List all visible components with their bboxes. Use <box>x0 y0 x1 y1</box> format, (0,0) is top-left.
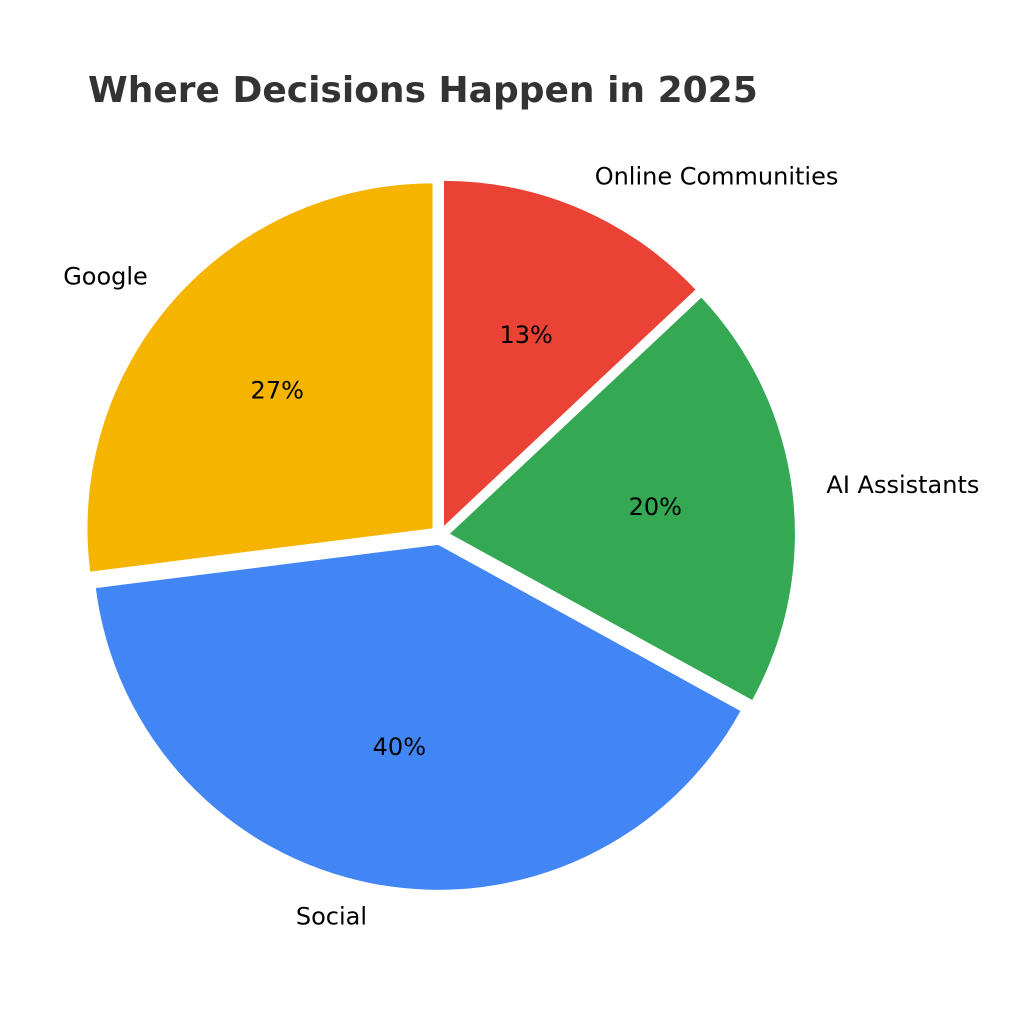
percent-label: 20% <box>629 493 682 521</box>
percent-label: 27% <box>251 376 304 404</box>
slice-label: Social <box>296 903 367 931</box>
pie-slice <box>443 180 696 526</box>
slice-label: AI Assistants <box>826 471 979 499</box>
chart-title: Where Decisions Happen in 2025 <box>88 70 758 111</box>
pie-slice <box>87 183 433 572</box>
percent-label: 13% <box>500 321 553 349</box>
pie-slice <box>449 297 795 700</box>
percent-label: 40% <box>373 733 426 761</box>
slice-label: Google <box>63 262 148 290</box>
slice-label: Online Communities <box>595 163 839 191</box>
pie-slice <box>95 544 741 890</box>
